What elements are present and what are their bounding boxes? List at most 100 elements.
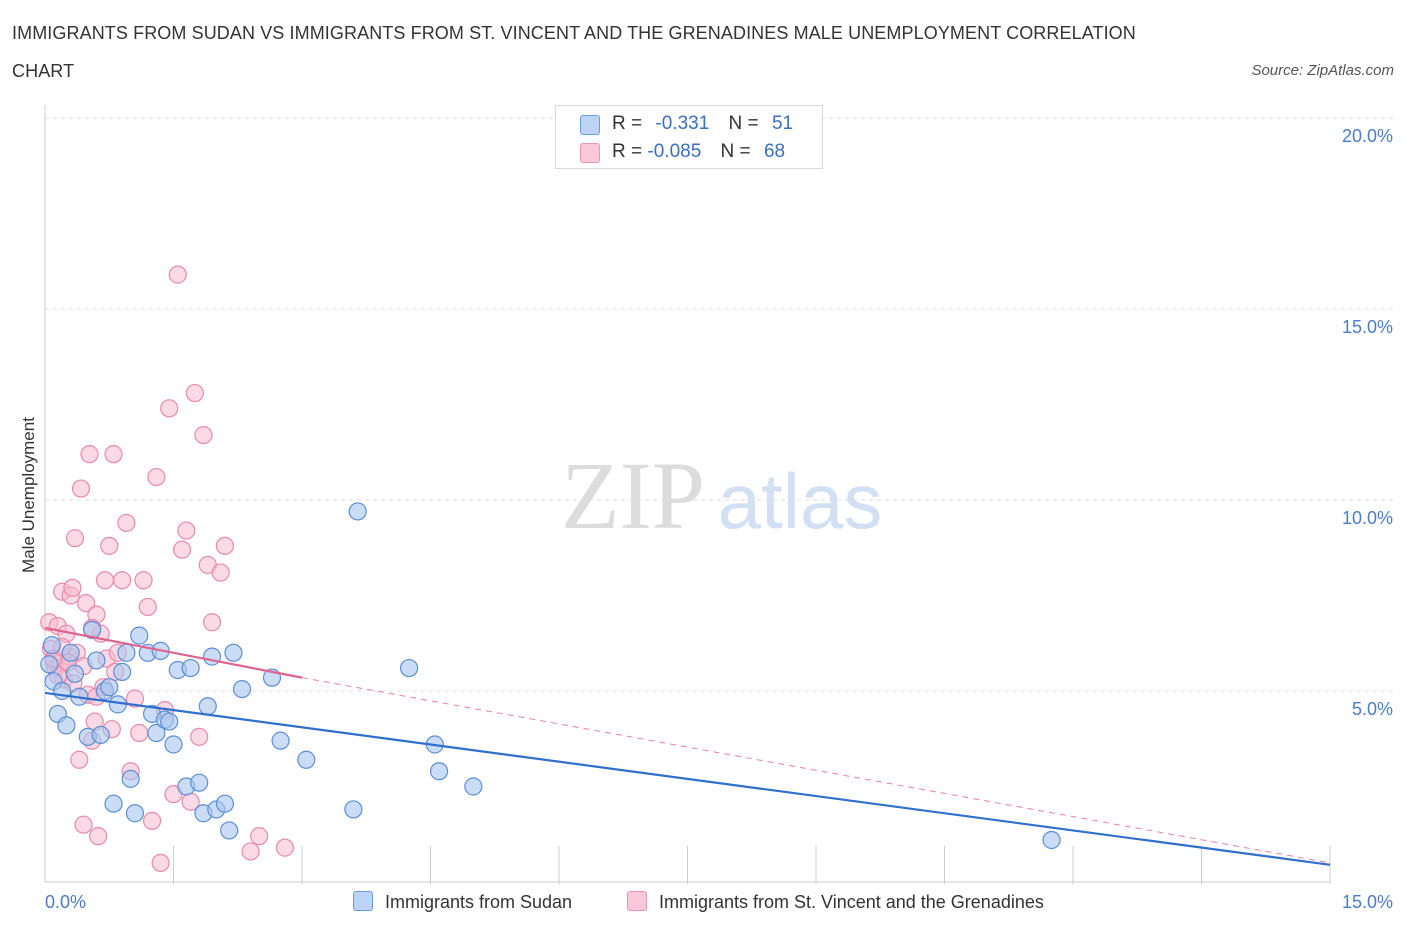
data-point-sudan — [147, 723, 166, 743]
data-point-svg — [250, 827, 269, 846]
data-point-svg — [100, 536, 119, 555]
legend-n-label: N = — [720, 141, 751, 162]
legend-r-value: -0.085 — [647, 141, 702, 162]
trend-line-sudan — [44, 691, 1331, 866]
data-point-svg — [134, 571, 153, 590]
data-point-svg — [130, 723, 149, 743]
data-point-svg — [185, 383, 205, 403]
data-point-svg — [71, 479, 91, 498]
data-point-svg — [74, 815, 93, 834]
data-point-svg — [275, 838, 294, 857]
gridlines — [45, 117, 1395, 692]
data-point-sudan — [121, 769, 140, 788]
data-point-svg — [95, 571, 115, 590]
y-tick-label: 10.0% — [1342, 508, 1393, 528]
data-point-svg — [168, 265, 187, 284]
data-point-svg — [151, 853, 170, 873]
tick-labels: 5.0% 10.0% 15.0% 20.0% 0.0% 15.0% — [45, 126, 1393, 912]
data-point-svg — [125, 689, 145, 708]
data-point-svg — [202, 613, 222, 632]
trend-line-svg — [44, 626, 303, 679]
data-point-sudan — [348, 502, 367, 521]
data-point-sudan — [42, 636, 61, 655]
data-point-sudan — [65, 664, 85, 683]
data-point-svg — [190, 727, 209, 746]
data-point-svg — [77, 594, 96, 613]
legend-label-sudan: Immigrants from Sudan — [385, 892, 573, 912]
data-point-sudan — [57, 716, 76, 735]
data-point-svg — [160, 399, 179, 418]
data-point-sudan — [125, 804, 145, 823]
legend-n-value: 68 — [763, 141, 786, 162]
data-point-sudan — [344, 800, 363, 819]
data-point-sudan — [297, 750, 316, 769]
data-point-sudan — [104, 794, 123, 813]
chart-source: Source: ZipAtlas.com — [1251, 62, 1394, 79]
data-point-sudan — [100, 678, 119, 697]
legend-item-svg[interactable]: Immigrants from St. Vincent and the Gren… — [627, 888, 1044, 916]
x-tick-label: 0.0% — [45, 892, 86, 912]
legend-r-label: R = — [612, 141, 643, 162]
watermark-atlas: atlas — [718, 457, 883, 545]
data-point-svg — [211, 563, 230, 582]
data-point-svg — [65, 529, 85, 548]
series-svg-points — [40, 265, 294, 873]
data-point-svg — [89, 827, 108, 846]
data-point-svg — [63, 578, 82, 597]
data-point-sudan — [130, 626, 149, 645]
data-point-svg — [80, 445, 99, 464]
data-point-sudan — [190, 773, 209, 792]
data-point-sudan — [202, 647, 222, 666]
data-point-svg — [215, 536, 234, 555]
data-point-sudan — [198, 697, 217, 716]
data-point-svg — [117, 513, 136, 533]
data-point-sudan — [160, 712, 179, 731]
legend-swatch-svg — [627, 891, 647, 911]
legend-n-label: N = — [728, 113, 759, 134]
data-point-sudan — [429, 762, 449, 781]
data-point-sudan — [464, 777, 483, 796]
stats-legend: R = -0.331 N = 51 R = -0.085 N = 68 — [555, 105, 823, 169]
data-point-sudan — [399, 658, 419, 678]
legend-swatch-sudan — [353, 891, 373, 911]
data-point-sudan — [83, 620, 102, 639]
x-tick-label: 15.0% — [1342, 892, 1393, 912]
data-point-sudan — [117, 643, 136, 662]
data-point-sudan — [164, 735, 183, 754]
trend-lines — [44, 626, 1331, 866]
data-point-sudan — [181, 658, 200, 678]
data-point-svg — [142, 811, 162, 830]
data-point-svg — [104, 445, 123, 464]
data-point-svg — [147, 467, 166, 487]
data-point-svg — [112, 571, 132, 590]
legend-r-value: -0.331 — [655, 113, 710, 134]
chart-title: IMMIGRANTS FROM SUDAN VS IMMIGRANTS FROM… — [12, 23, 1136, 81]
legend-swatch-sudan — [580, 115, 600, 135]
trend-line-svg-extrapolated — [301, 677, 1331, 864]
data-point-sudan — [91, 725, 110, 745]
data-point-sudan — [271, 731, 290, 750]
data-point-sudan — [232, 679, 252, 699]
y-tick-label: 5.0% — [1352, 699, 1393, 719]
data-point-sudan — [220, 821, 239, 840]
data-point-sudan — [215, 794, 234, 813]
axes — [44, 105, 1331, 884]
data-point-svg — [177, 521, 196, 540]
data-point-sudan — [61, 643, 80, 662]
legend-swatch-svg — [580, 143, 600, 163]
data-point-sudan — [87, 651, 106, 670]
data-point-svg — [241, 842, 260, 861]
y-tick-label: 15.0% — [1342, 317, 1393, 337]
legend-item-sudan[interactable]: Immigrants from Sudan — [353, 888, 572, 916]
data-point-svg — [70, 750, 89, 769]
legend-r-label: R = — [612, 113, 643, 134]
legend-n-value: 51 — [771, 113, 794, 134]
y-axis-label: Male Unemployment — [19, 417, 38, 573]
data-point-sudan — [224, 643, 243, 662]
watermark-zip: ZIP — [561, 442, 705, 549]
legend-label-svg: Immigrants from St. Vincent and the Gren… — [659, 892, 1044, 912]
y-tick-label: 20.0% — [1342, 126, 1393, 146]
data-point-sudan — [112, 662, 132, 682]
data-point-sudan — [40, 655, 59, 674]
